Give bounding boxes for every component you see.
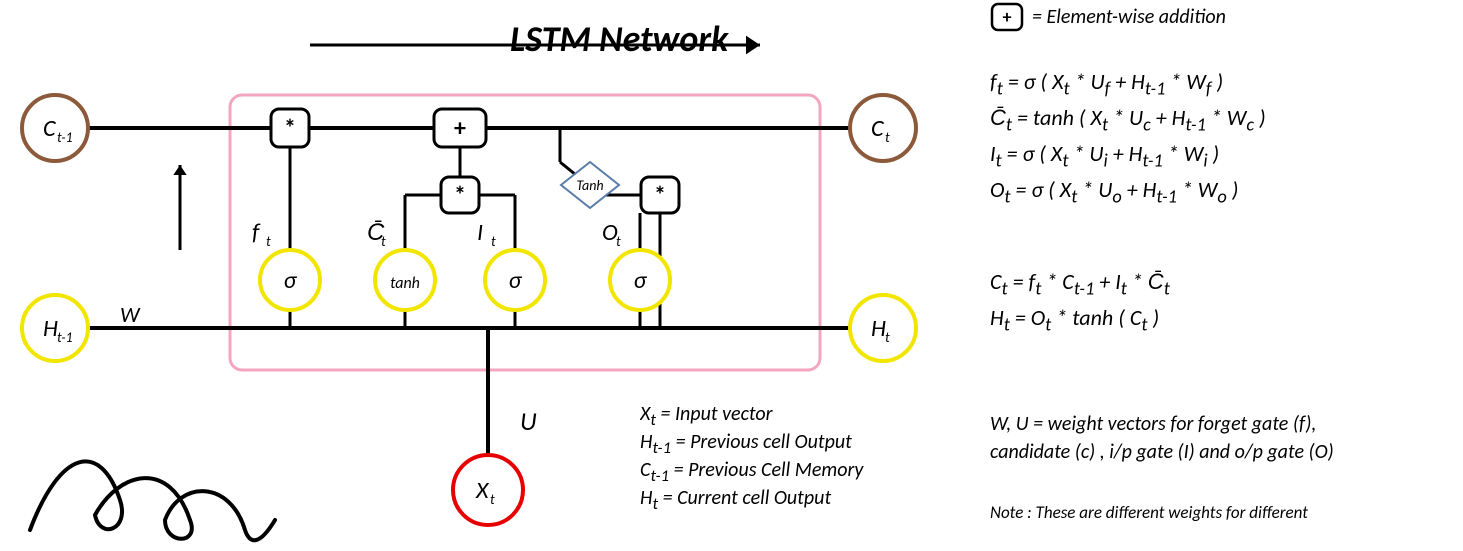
svg-text:t: t — [885, 329, 890, 346]
svg-text:t-1: t-1 — [57, 329, 73, 346]
svg-text:I: I — [477, 218, 483, 247]
svg-text:Tanh: Tanh — [576, 177, 603, 194]
legend-add: = Element-wise addition — [1032, 5, 1226, 29]
signature — [30, 461, 275, 540]
svg-text:t-1: t-1 — [57, 129, 73, 146]
svg-text:t: t — [616, 233, 621, 250]
svg-text:σ: σ — [509, 266, 523, 295]
svg-text:+: + — [1003, 6, 1012, 28]
svg-text:t: t — [491, 233, 496, 250]
svg-text:t: t — [266, 233, 271, 250]
title: LSTM Network — [510, 17, 729, 61]
svg-text:t: t — [490, 491, 495, 508]
svg-text:tanh: tanh — [390, 274, 420, 293]
svg-text:σ: σ — [284, 266, 298, 295]
svg-text:W: W — [120, 301, 141, 328]
svg-text:H: H — [43, 314, 58, 343]
svg-text:+: + — [454, 114, 466, 143]
svg-text:*: * — [454, 181, 466, 210]
svg-text:σ: σ — [634, 266, 648, 295]
svg-text:f: f — [252, 218, 261, 247]
svg-text:C: C — [871, 114, 885, 143]
svg-text:X: X — [475, 476, 490, 505]
svg-text:U: U — [520, 405, 537, 437]
svg-text:*: * — [654, 181, 666, 210]
svg-text:t: t — [885, 129, 890, 146]
svg-text:H: H — [871, 314, 886, 343]
svg-text:*: * — [284, 114, 296, 143]
svg-text:t: t — [381, 233, 386, 250]
svg-text:C: C — [43, 114, 57, 143]
